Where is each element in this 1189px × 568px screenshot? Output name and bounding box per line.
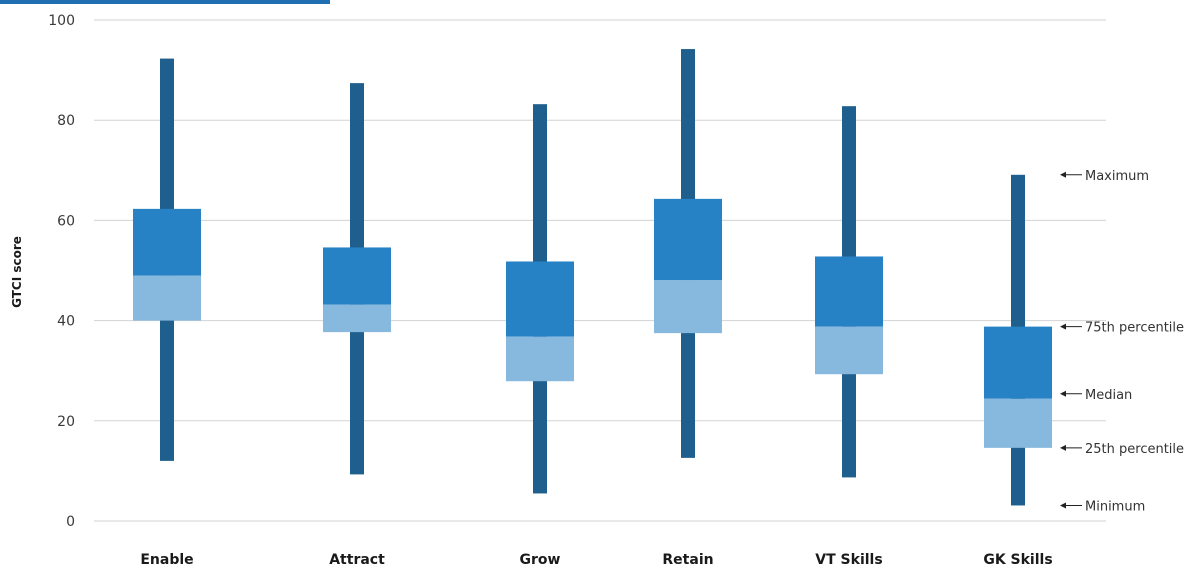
box-upper-quartile — [984, 326, 1052, 399]
category-label: Enable — [140, 552, 193, 568]
box-upper-quartile — [323, 247, 391, 305]
category-label: Attract — [329, 552, 385, 568]
title-strip — [0, 0, 330, 4]
box-upper-quartile — [133, 208, 201, 276]
box-attract — [323, 83, 391, 475]
box-lower-quartile — [323, 304, 391, 333]
arrow-head-icon — [1060, 444, 1066, 451]
y-axis-label: GTCI score — [10, 236, 24, 308]
arrow-head-icon — [1060, 171, 1066, 178]
y-tick-label: 0 — [66, 514, 75, 530]
legend-annotation: 75th percentile — [1060, 321, 1184, 336]
box-gk-skills — [984, 174, 1052, 506]
box-series — [133, 49, 1052, 506]
legend-annotation: Maximum — [1060, 169, 1149, 184]
legend-label: 75th percentile — [1085, 321, 1184, 336]
arrow-head-icon — [1060, 502, 1066, 509]
y-tick-label: 20 — [57, 414, 75, 430]
box-retain — [654, 49, 722, 458]
category-label: VT Skills — [815, 552, 882, 568]
y-tick-label: 40 — [57, 314, 75, 330]
box-lower-quartile — [654, 280, 722, 334]
box-vt-skills — [815, 106, 883, 478]
box-lower-quartile — [984, 398, 1052, 448]
y-axis-ticks: 0 20 40 60 80 100 — [48, 13, 75, 530]
box-upper-quartile — [815, 256, 883, 327]
category-label: Grow — [520, 552, 561, 568]
percentile-legend: Maximum 75th percentile Median 25th percent… — [1060, 169, 1184, 514]
arrow-head-icon — [1060, 390, 1066, 397]
legend-label: Maximum — [1085, 169, 1149, 184]
x-axis-categories: Enable Attract Grow Retain VT Skills GK Skill… — [140, 552, 1052, 568]
arrow-head-icon — [1060, 323, 1066, 330]
y-tick-label: 60 — [57, 213, 75, 229]
legend-label: Median — [1085, 388, 1132, 403]
category-label: GK Skills — [983, 552, 1052, 568]
y-tick-label: 80 — [57, 113, 75, 129]
box-enable — [133, 58, 201, 461]
box-upper-quartile — [506, 261, 574, 337]
y-tick-label: 100 — [48, 13, 75, 29]
legend-annotation: Median — [1060, 388, 1132, 403]
legend-label: Minimum — [1085, 499, 1145, 514]
legend-label: 25th percentile — [1085, 442, 1184, 457]
category-label: Retain — [662, 552, 713, 568]
box-grow — [506, 104, 574, 494]
box-upper-quartile — [654, 198, 722, 281]
box-lower-quartile — [815, 326, 883, 375]
box-lower-quartile — [506, 336, 574, 382]
box-lower-quartile — [133, 275, 201, 321]
legend-annotation: 25th percentile — [1060, 442, 1184, 457]
legend-annotation: Minimum — [1060, 499, 1145, 514]
grid-lines — [94, 19, 1106, 522]
